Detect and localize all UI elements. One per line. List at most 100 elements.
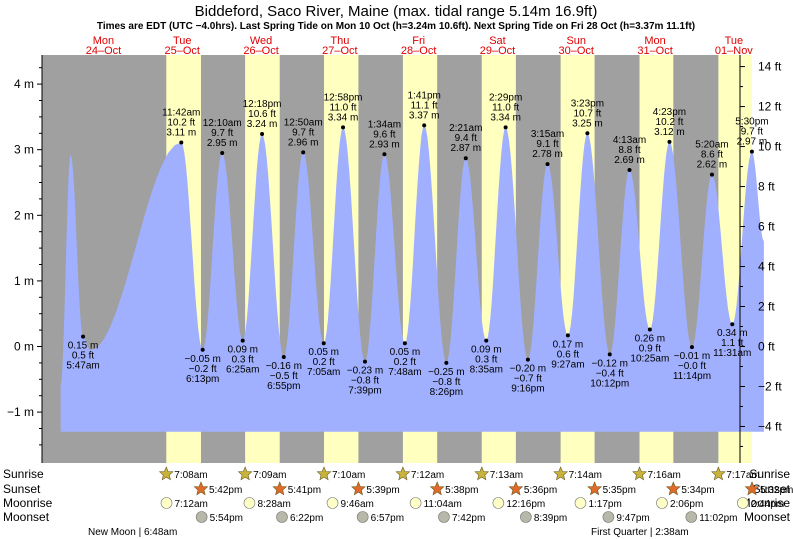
tide-point bbox=[565, 333, 570, 338]
tide-point bbox=[341, 125, 346, 130]
tide-m-label: 3.25 m bbox=[572, 118, 603, 129]
right-tick-label: 14 ft bbox=[758, 60, 782, 74]
moonset-icon bbox=[602, 511, 615, 523]
sunset-icon bbox=[429, 481, 445, 496]
sunset-time: 5:41pm bbox=[288, 485, 321, 496]
tide-time-label: 8:35am bbox=[470, 365, 503, 376]
tide-time-label: 5:20am bbox=[695, 140, 728, 151]
sunrise-icon bbox=[632, 466, 647, 481]
row-label-right: Sunset bbox=[753, 482, 791, 496]
tide-time-label: 3:23pm bbox=[571, 98, 604, 109]
tide-point bbox=[545, 162, 550, 167]
sunrise-time: 7:17am bbox=[726, 470, 759, 481]
sunrise-time: 7:10am bbox=[332, 470, 365, 481]
tide-point bbox=[362, 359, 367, 364]
tide-m-label: 0.34 m bbox=[717, 328, 748, 339]
plot-area bbox=[42, 55, 764, 463]
day-date: 24–Oct bbox=[86, 45, 121, 57]
moonrise-time: 11:04am bbox=[424, 499, 462, 510]
moonset-time: 6:57pm bbox=[371, 513, 404, 524]
tide-time-label: 6:55pm bbox=[267, 381, 300, 392]
left-tick-label: 0 m bbox=[14, 340, 34, 354]
moonset-icon bbox=[685, 511, 698, 523]
tide-point bbox=[689, 345, 694, 350]
row-label-right: Sunrise bbox=[749, 467, 790, 481]
tide-time-label: 9:16pm bbox=[511, 384, 544, 395]
tide-time-label: 12:50am bbox=[284, 117, 323, 128]
day-weekday: Tue bbox=[725, 35, 744, 47]
tide-time-label: 6:25am bbox=[226, 365, 259, 376]
row-label-left: Moonset bbox=[3, 510, 50, 524]
tide-m-label: 2.78 m bbox=[532, 149, 563, 160]
tide-time-label: 5:30pm bbox=[735, 117, 768, 128]
tide-time-label: 3:15am bbox=[531, 129, 564, 140]
moonset-time: 6:22pm bbox=[290, 513, 323, 524]
tide-ft-label: 8.6 ft bbox=[701, 150, 723, 161]
sunset-time: 5:38pm bbox=[445, 485, 478, 496]
tide-time-label: 7:39pm bbox=[348, 386, 381, 397]
tide-time-label: 1:41pm bbox=[408, 90, 441, 101]
tide-point bbox=[585, 131, 590, 136]
tide-time-label: 11:14pm bbox=[673, 371, 711, 382]
tide-m-label: 0.15 m bbox=[68, 341, 99, 352]
day-weekday: Wed bbox=[250, 35, 272, 47]
tide-ft-label: 11.0 ft bbox=[492, 102, 519, 113]
moonrise-icon bbox=[409, 497, 422, 509]
right-tick-label: −2 ft bbox=[758, 379, 782, 393]
left-tick-label: 1 m bbox=[14, 274, 34, 288]
sunset-time: 5:39pm bbox=[366, 485, 399, 496]
tide-ft-label: 10.6 ft bbox=[248, 109, 276, 120]
tide-m-label: 3.34 m bbox=[328, 112, 359, 123]
moonset-icon bbox=[195, 511, 208, 523]
tide-point bbox=[730, 322, 735, 327]
tide-point bbox=[240, 338, 245, 343]
row-label-left: Sunset bbox=[3, 482, 41, 496]
day-date: 31–Oct bbox=[637, 45, 672, 57]
sunset-time: 5:42pm bbox=[209, 485, 242, 496]
tide-m-label: 2.97 m bbox=[737, 137, 768, 148]
tide-time-label: 5:47am bbox=[66, 361, 99, 372]
tide-m-label: 3.37 m bbox=[409, 110, 440, 121]
tide-ft-label: −0.8 ft bbox=[432, 377, 460, 388]
tide-m-label: 3.11 m bbox=[166, 127, 196, 138]
day-date: 30–Oct bbox=[559, 45, 594, 57]
sunset-time: 5:32pm bbox=[760, 485, 793, 496]
left-tick-label: −1 m bbox=[7, 405, 34, 419]
left-tick-label: 3 m bbox=[14, 143, 34, 157]
tide-m-label: 0.05 m bbox=[390, 347, 421, 358]
moonrise-icon bbox=[326, 497, 339, 509]
chart-subtitle: Times are EDT (UTC −4.0hrs). Last Spring… bbox=[97, 21, 695, 32]
sunrise-icon bbox=[316, 466, 332, 481]
tide-time-label: 12:58pm bbox=[324, 92, 363, 103]
first-quarter-label: First Quarter | 2:38am bbox=[591, 527, 689, 538]
moonrise-icon bbox=[737, 497, 749, 509]
tide-point bbox=[301, 150, 306, 155]
tide-time-label: 12:18pm bbox=[243, 99, 282, 110]
right-tick-label: 12 ft bbox=[758, 100, 782, 114]
day-weekday: Mon bbox=[93, 35, 114, 47]
tide-m-label: 2.96 m bbox=[288, 137, 319, 148]
tide-m-label: 0.17 m bbox=[553, 339, 584, 350]
row-label-left: Moonrise bbox=[3, 496, 53, 510]
tide-time-label: 6:13pm bbox=[186, 374, 219, 385]
tide-point bbox=[607, 352, 612, 357]
day-headers: Mon24–OctTue25–OctWed26–OctThu27–OctFri2… bbox=[86, 35, 754, 57]
right-tick-label: 2 ft bbox=[758, 300, 775, 314]
sunrise-time: 7:08am bbox=[174, 470, 207, 481]
moonrise-time: 2:06pm bbox=[670, 499, 703, 510]
sunrise-time: 7:16am bbox=[648, 470, 681, 481]
day-date: 27–Oct bbox=[322, 45, 357, 57]
tide-point bbox=[749, 149, 754, 154]
moonrise-time: 2:44pm bbox=[751, 499, 784, 510]
tide-m-label: −0.05 m bbox=[184, 354, 220, 365]
moonset-icon bbox=[276, 511, 288, 523]
tide-ft-label: 0.2 ft bbox=[394, 357, 416, 368]
tide-point bbox=[200, 347, 205, 352]
tide-m-label: 0.09 m bbox=[227, 345, 258, 356]
tide-ft-label: 9.6 ft bbox=[373, 129, 395, 140]
tide-point bbox=[281, 354, 286, 359]
moonrise-time: 7:12am bbox=[175, 499, 208, 510]
tide-point bbox=[422, 123, 427, 128]
tide-m-label: 2.95 m bbox=[207, 138, 238, 149]
